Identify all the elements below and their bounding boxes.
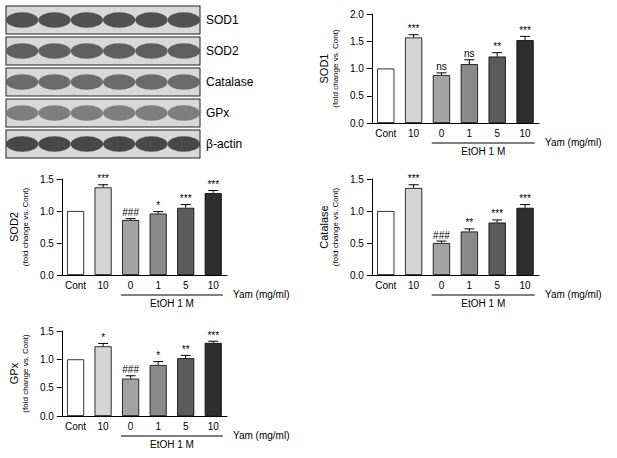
svg-text:*: * [156,200,160,211]
svg-text:1: 1 [155,280,161,291]
svg-text:0: 0 [128,421,134,432]
svg-text:1.5: 1.5 [40,326,54,337]
svg-text:10: 10 [208,280,220,291]
svg-text:5: 5 [183,280,189,291]
svg-text:Cont: Cont [375,128,396,139]
svg-text:GPx: GPx [8,362,20,384]
svg-text:**: ** [182,344,190,355]
svg-text:0: 0 [439,128,445,139]
svg-text:1.0: 1.0 [350,206,364,217]
svg-text:1.5: 1.5 [350,36,364,47]
svg-text:0.5: 0.5 [40,238,54,249]
svg-text:***: *** [207,330,219,341]
svg-text:1: 1 [467,280,473,291]
svg-text:**: ** [465,217,473,228]
svg-text:*: * [156,350,160,361]
svg-text:1.5: 1.5 [40,174,54,185]
svg-text:0: 0 [128,280,134,291]
svg-text:***: *** [519,193,531,204]
svg-text:***: *** [180,193,192,204]
svg-text:1: 1 [467,128,473,139]
svg-text:Yam (mg/ml): Yam (mg/ml) [233,430,289,441]
svg-text:10: 10 [208,421,220,432]
svg-text:1.0: 1.0 [350,63,364,74]
svg-text:SOD1: SOD1 [318,54,330,84]
svg-text:10: 10 [520,128,532,139]
svg-text:0.0: 0.0 [350,270,364,281]
svg-text:###: ### [122,207,139,218]
svg-text:0.5: 0.5 [40,382,54,393]
svg-text:Yam (mg/ml): Yam (mg/ml) [545,137,601,148]
svg-text:***: *** [408,23,420,34]
svg-text:Cont: Cont [375,280,396,291]
svg-text:5: 5 [494,280,500,291]
svg-text:(fold change vs. Cont): (fold change vs. Cont) [331,29,340,108]
svg-text:0.0: 0.0 [40,411,54,422]
svg-text:GPx: GPx [206,106,229,120]
svg-text:5: 5 [183,421,189,432]
svg-text:0.5: 0.5 [350,90,364,101]
svg-text:ns: ns [464,48,475,59]
svg-text:***: *** [207,179,219,190]
svg-text:10: 10 [520,280,532,291]
svg-text:***: *** [519,25,531,36]
svg-text:2.0: 2.0 [350,9,364,20]
svg-text:Cont: Cont [65,421,86,432]
svg-text:SOD1: SOD1 [206,13,239,27]
svg-text:10: 10 [408,280,420,291]
svg-text:0.0: 0.0 [40,270,54,281]
svg-text:10: 10 [98,280,110,291]
svg-text:5: 5 [494,128,500,139]
svg-text:SOD2: SOD2 [8,212,20,242]
svg-text:***: *** [408,173,420,184]
svg-text:1: 1 [155,421,161,432]
svg-text:1.5: 1.5 [350,174,364,185]
svg-text:10: 10 [408,128,420,139]
svg-text:ns: ns [436,61,447,72]
svg-text:Catalase: Catalase [206,75,254,89]
svg-text:EtOH 1 M: EtOH 1 M [461,298,505,309]
svg-text:10: 10 [98,421,110,432]
svg-text:1.0: 1.0 [40,206,54,217]
svg-text:Yam (mg/ml): Yam (mg/ml) [233,289,289,300]
svg-text:Yam (mg/ml): Yam (mg/ml) [545,289,601,300]
svg-text:###: ### [122,364,139,375]
svg-text:SOD2: SOD2 [206,44,239,58]
svg-text:**: ** [493,41,501,52]
svg-text:1.0: 1.0 [40,354,54,365]
svg-text:0.0: 0.0 [350,118,364,129]
svg-text:Catalase: Catalase [318,205,330,248]
svg-text:Cont: Cont [65,280,86,291]
svg-text:(fold change vs. Cont): (fold change vs. Cont) [331,188,340,267]
svg-text:EtOH 1 M: EtOH 1 M [150,298,194,309]
svg-text:EtOH 1 M: EtOH 1 M [461,146,505,157]
svg-text:EtOH 1 M: EtOH 1 M [150,439,194,450]
svg-text:(fold change vs. Cont): (fold change vs. Cont) [21,334,30,413]
svg-text:***: *** [491,208,503,219]
svg-text:***: *** [97,173,109,184]
svg-text:0.5: 0.5 [350,238,364,249]
svg-text:(fold change vs. Cont): (fold change vs. Cont) [21,188,30,267]
svg-text:*: * [101,332,105,343]
svg-text:0: 0 [439,280,445,291]
svg-text:β-actin: β-actin [206,137,242,151]
svg-text:###: ### [433,230,450,241]
